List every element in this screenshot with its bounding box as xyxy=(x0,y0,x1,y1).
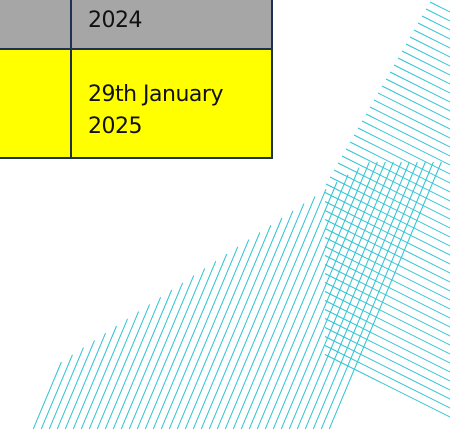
decorative-line xyxy=(88,311,140,429)
decorative-line xyxy=(357,127,450,175)
table-cell: 29th January 2025 xyxy=(70,48,273,159)
decorative-line xyxy=(296,161,410,429)
decorative-line xyxy=(324,336,450,400)
decorative-line xyxy=(324,318,450,382)
decorative-line xyxy=(421,15,450,31)
decorative-line xyxy=(409,36,450,58)
decorative-line xyxy=(40,354,73,429)
decorative-line xyxy=(333,169,450,229)
table-cell xyxy=(0,0,72,50)
decorative-line xyxy=(152,253,228,429)
decorative-line xyxy=(341,155,450,211)
decorative-line xyxy=(96,304,151,429)
decorative-line xyxy=(405,43,450,67)
decorative-line xyxy=(264,161,378,429)
decorative-line xyxy=(120,282,184,429)
decorative-line xyxy=(200,210,294,429)
decorative-line xyxy=(112,289,173,429)
decorative-line xyxy=(328,161,442,429)
decorative-line xyxy=(192,217,283,429)
decorative-line xyxy=(232,181,338,429)
decorative-line xyxy=(144,261,217,429)
decorative-line xyxy=(365,113,450,157)
decorative-line xyxy=(312,161,426,429)
decorative-line xyxy=(393,64,450,94)
decorative-line xyxy=(324,300,450,364)
decorative-line xyxy=(324,354,450,418)
decorative-line xyxy=(320,161,434,429)
decorative-line xyxy=(345,148,450,202)
decorative-line xyxy=(208,203,305,429)
decorative-line xyxy=(324,219,450,283)
decorative-line xyxy=(248,167,360,429)
table-cell: 2024 xyxy=(70,0,273,50)
decorative-line xyxy=(381,85,450,121)
decorative-line xyxy=(256,161,370,429)
decorative-line xyxy=(216,196,316,429)
decorative-line xyxy=(324,309,450,373)
decorative-line xyxy=(136,268,206,429)
decorative-line xyxy=(324,210,450,274)
decorative-line xyxy=(324,192,450,256)
decorative-line xyxy=(184,225,272,429)
decorative-line xyxy=(324,291,450,355)
decorative-line xyxy=(429,1,450,13)
decorative-line xyxy=(288,161,402,429)
decorative-line xyxy=(128,275,195,429)
decorative-line xyxy=(361,120,450,166)
decorative-line xyxy=(80,318,129,429)
decorative-line xyxy=(324,246,450,310)
decorative-line xyxy=(280,161,394,429)
decorative-line xyxy=(397,57,450,85)
decorative-line xyxy=(176,232,261,429)
decorative-line xyxy=(56,340,95,429)
decorative-line xyxy=(413,29,450,49)
table-cell xyxy=(0,48,72,159)
decorative-line xyxy=(324,228,450,292)
decorative-line xyxy=(168,239,250,429)
decorative-line xyxy=(417,22,450,40)
decorative-line xyxy=(377,92,450,130)
decorative-line xyxy=(104,297,162,429)
decorative-line xyxy=(32,361,62,429)
decorative-line xyxy=(240,174,349,429)
decorative-line xyxy=(325,183,450,247)
decorative-line xyxy=(324,201,450,265)
decorative-line xyxy=(324,327,450,391)
decorative-line xyxy=(324,273,450,337)
date-text: 29th January 2025 xyxy=(88,82,223,139)
decorative-line xyxy=(385,78,450,112)
decorative-line xyxy=(324,345,450,409)
decorative-line xyxy=(373,99,450,139)
decorative-line xyxy=(160,246,239,429)
decorative-line xyxy=(401,50,450,76)
decorative-line xyxy=(48,347,84,429)
decorative-line xyxy=(304,161,418,429)
decorative-line xyxy=(389,71,450,103)
decorative-line xyxy=(272,161,386,429)
decorative-line xyxy=(337,162,450,220)
decorative-line xyxy=(64,333,106,429)
decorative-line xyxy=(425,8,450,22)
decorative-line xyxy=(349,141,450,193)
decorative-line xyxy=(369,106,450,148)
decorative-line xyxy=(224,189,327,429)
date-text: 2024 xyxy=(88,8,143,33)
decorative-line xyxy=(72,325,117,429)
